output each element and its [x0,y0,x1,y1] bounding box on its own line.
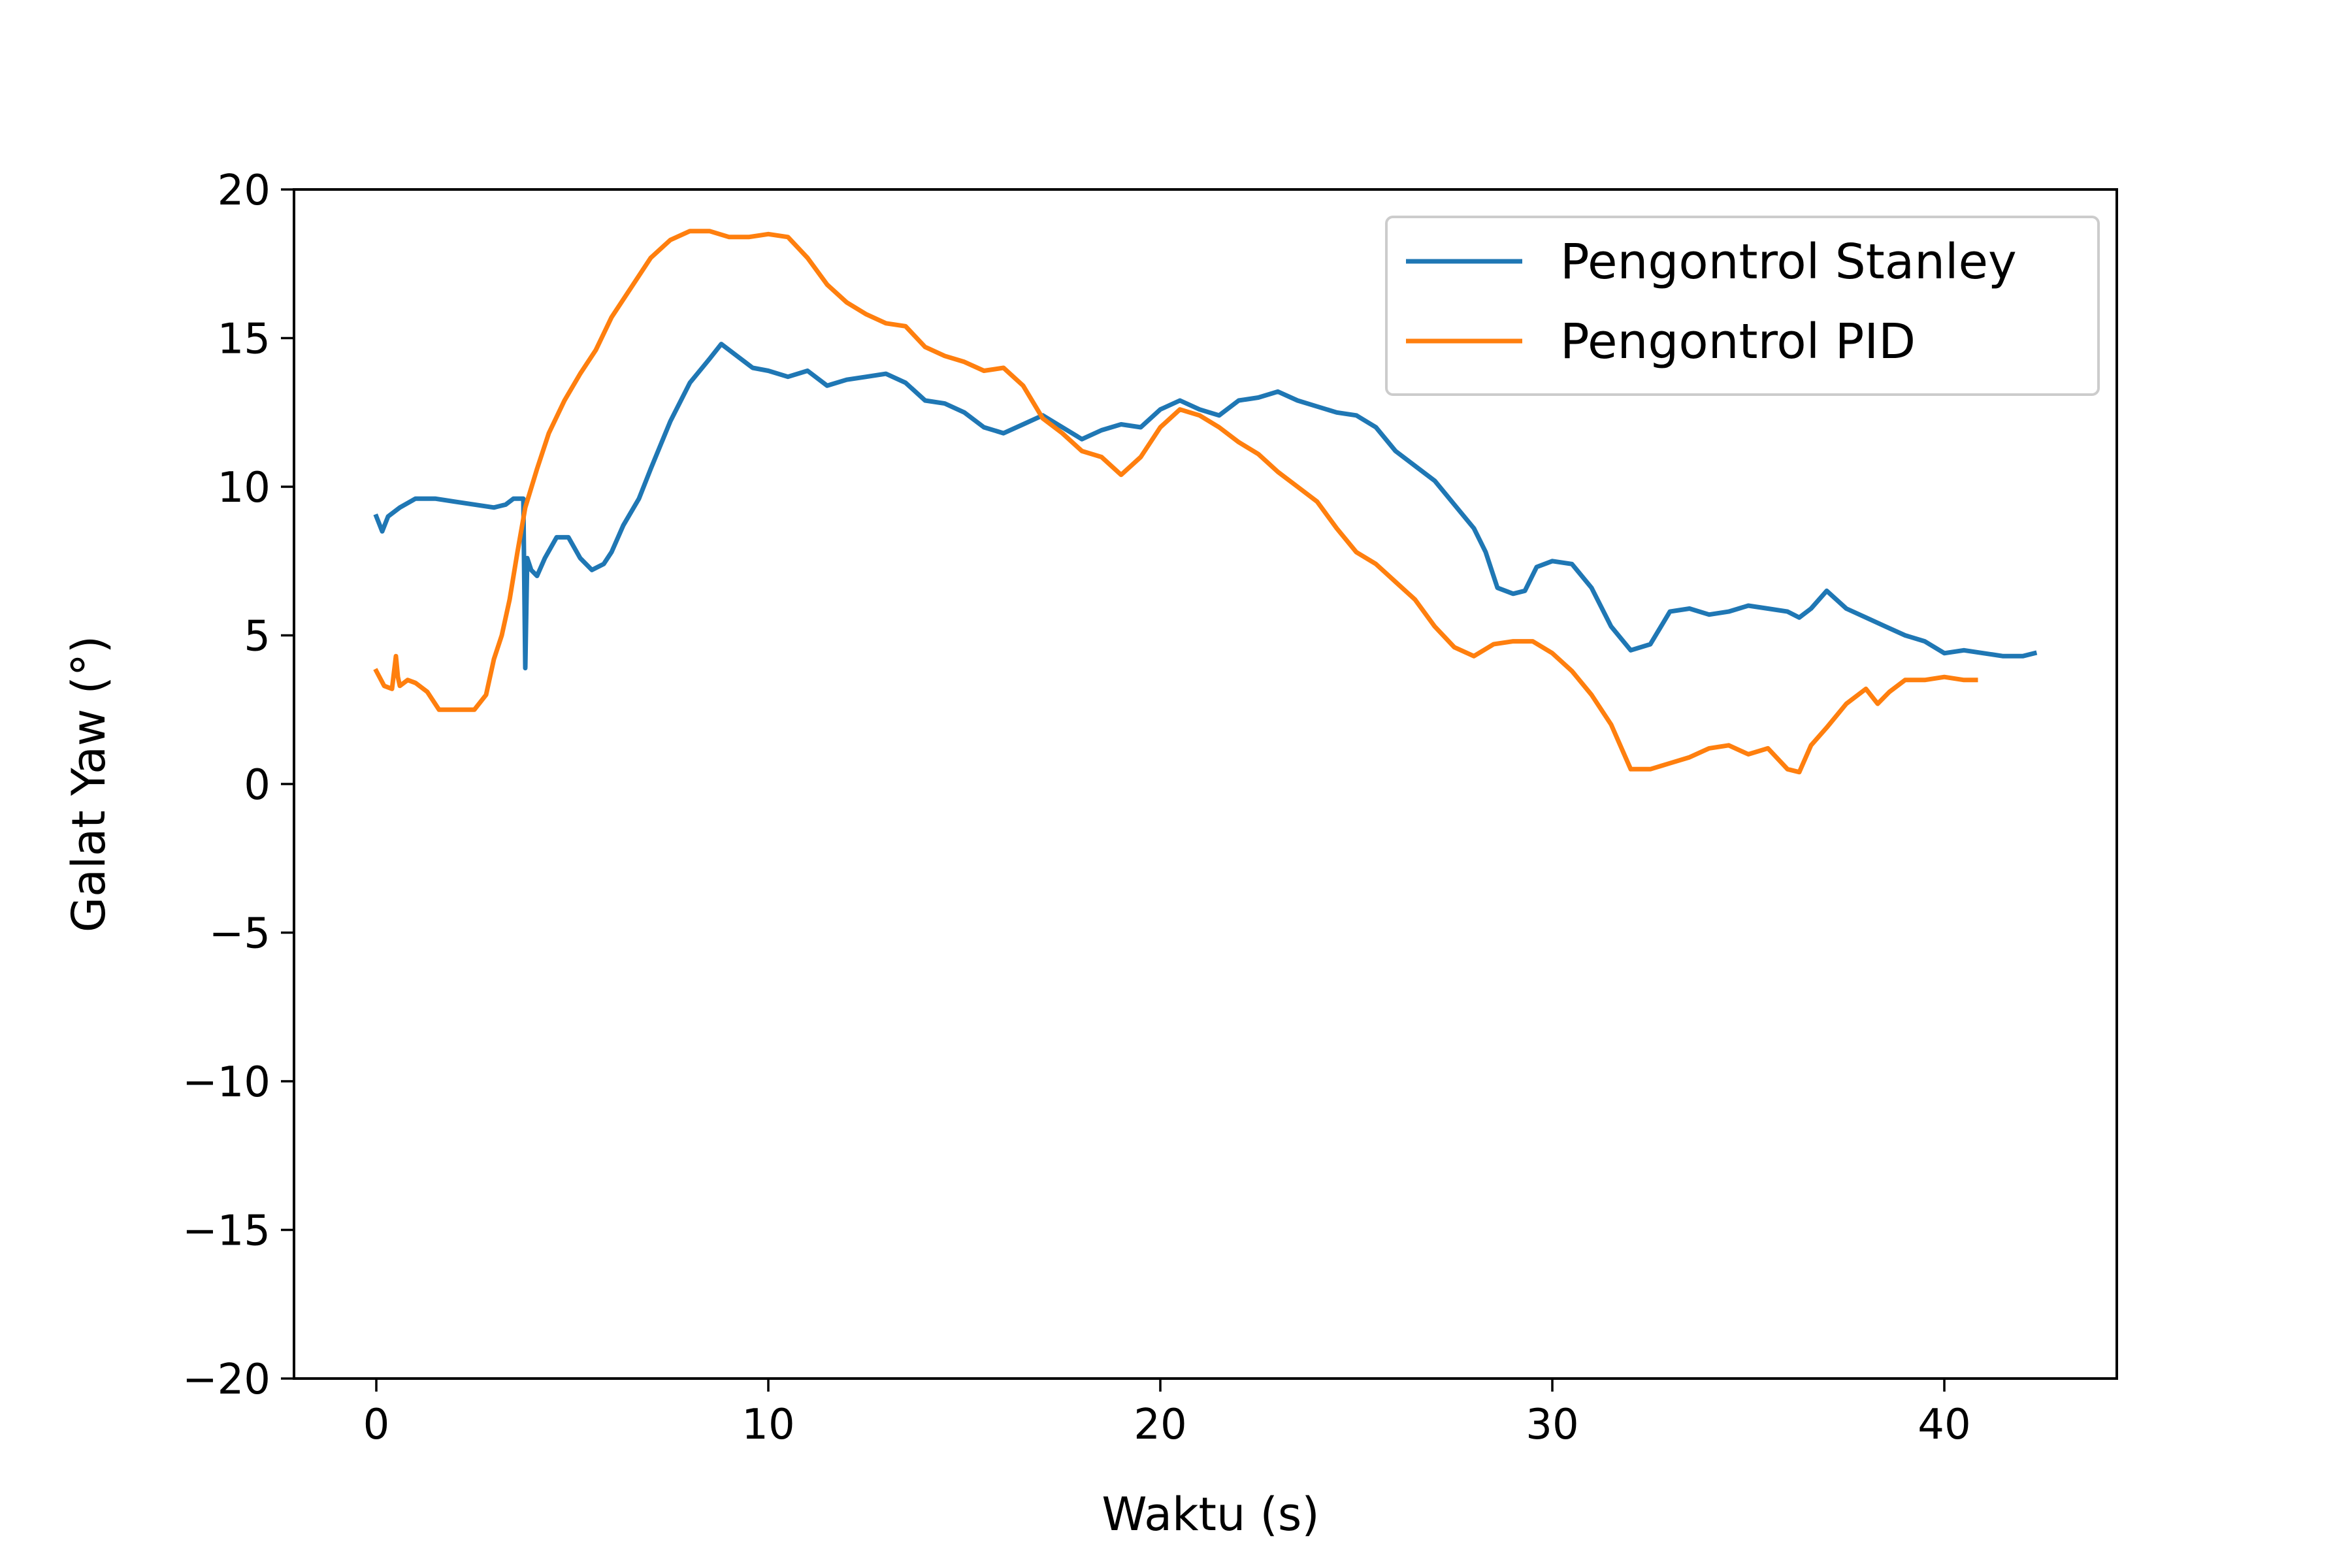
x-axis: 0 10 20 30 40 [363,1379,1971,1449]
x-tick-label: 0 [363,1401,390,1449]
y-tick-label: −10 [182,1058,270,1107]
x-tick-label: 20 [1134,1401,1186,1449]
series-line-stanley [373,342,2038,671]
legend: Pengontrol Stanley Pengontrol PID [1385,216,2100,396]
y-tick-label: −15 [182,1207,270,1256]
legend-label-pid: Pengontrol PID [1560,314,1916,370]
legend-box [1385,216,2100,396]
x-tick-label: 40 [1918,1401,1970,1449]
y-axis: −20 −15 −10 −5 0 5 10 15 20 [182,167,294,1404]
y-tick-label: −5 [209,910,270,958]
y-tick-label: 10 [218,464,270,512]
y-tick-label: 5 [244,613,270,661]
y-tick-label: 0 [244,761,270,809]
y-axis-label: Galat Yaw (°) [62,636,116,932]
x-tick-label: 30 [1526,1401,1578,1449]
x-tick-label: 10 [742,1401,794,1449]
y-tick-label: 15 [218,316,270,364]
y-tick-label: −20 [182,1356,270,1404]
series-layer [373,229,2038,775]
series-line-pid [373,229,1978,775]
legend-label-stanley: Pengontrol Stanley [1560,234,2017,290]
y-tick-label: 20 [218,167,270,215]
x-axis-label: Waktu (s) [1102,1488,1319,1541]
